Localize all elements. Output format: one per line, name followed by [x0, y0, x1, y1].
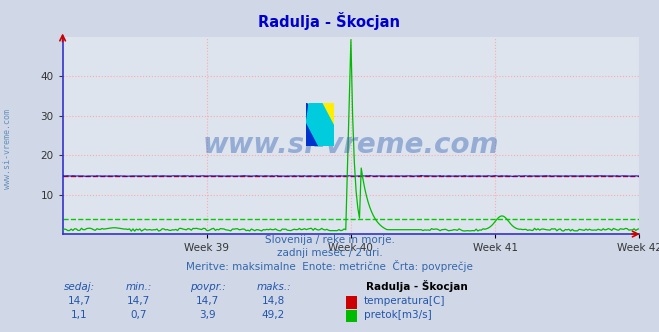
Text: min.:: min.:	[125, 283, 152, 292]
Text: www.si-vreme.com: www.si-vreme.com	[203, 131, 499, 159]
Text: 14,7: 14,7	[67, 296, 91, 306]
Text: maks.:: maks.:	[256, 283, 291, 292]
Text: zadnji mesec / 2 uri.: zadnji mesec / 2 uri.	[277, 248, 382, 258]
Polygon shape	[306, 103, 334, 146]
Text: Radulja - Škocjan: Radulja - Škocjan	[366, 281, 467, 292]
Text: 1,1: 1,1	[71, 310, 88, 320]
Text: www.si-vreme.com: www.si-vreme.com	[3, 110, 13, 189]
Text: temperatura[C]: temperatura[C]	[364, 296, 445, 306]
Polygon shape	[306, 103, 334, 146]
Text: sedaj:: sedaj:	[63, 283, 95, 292]
Text: 14,7: 14,7	[127, 296, 150, 306]
Text: 14,7: 14,7	[196, 296, 219, 306]
Polygon shape	[306, 103, 334, 146]
Text: Radulja - Škocjan: Radulja - Škocjan	[258, 12, 401, 30]
Text: 49,2: 49,2	[262, 310, 285, 320]
Text: 14,8: 14,8	[262, 296, 285, 306]
Text: povpr.:: povpr.:	[190, 283, 225, 292]
Text: 0,7: 0,7	[130, 310, 147, 320]
Text: 3,9: 3,9	[199, 310, 216, 320]
Text: pretok[m3/s]: pretok[m3/s]	[364, 310, 432, 320]
Text: Slovenija / reke in morje.: Slovenija / reke in morje.	[264, 235, 395, 245]
Text: Meritve: maksimalne  Enote: metrične  Črta: povprečje: Meritve: maksimalne Enote: metrične Črta…	[186, 260, 473, 272]
